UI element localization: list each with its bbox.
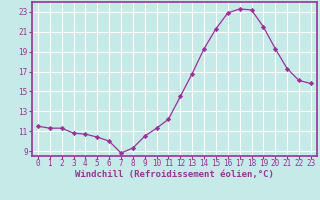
- X-axis label: Windchill (Refroidissement éolien,°C): Windchill (Refroidissement éolien,°C): [75, 170, 274, 179]
